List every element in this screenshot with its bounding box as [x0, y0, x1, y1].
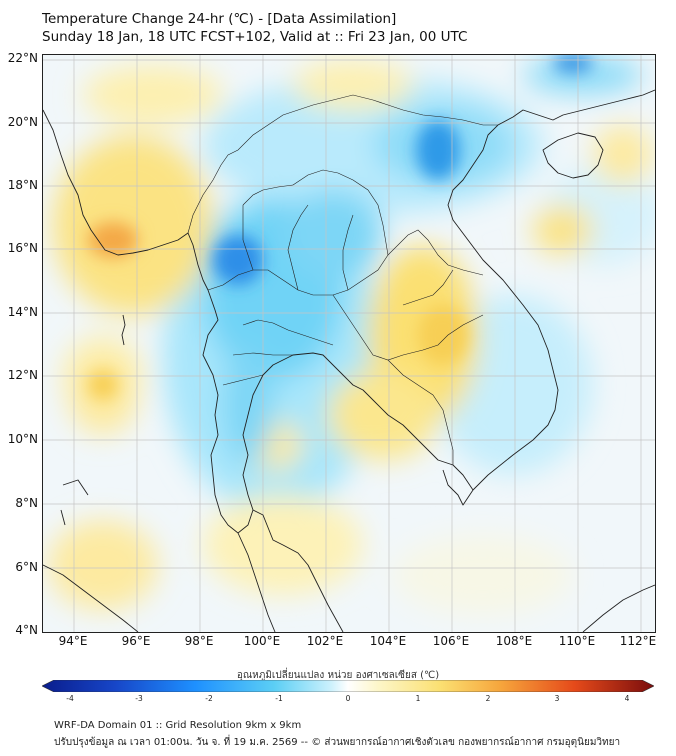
colorbar-tick: 2: [485, 694, 491, 703]
colorbar-tick: 1: [415, 694, 421, 703]
map-title: Temperature Change 24-hr (℃) - [Data Ass…: [42, 10, 467, 46]
lon-label: 94°E: [58, 634, 88, 648]
coastlines: [43, 89, 655, 632]
graticule: [43, 55, 655, 632]
lat-label: 20°N: [7, 115, 38, 129]
lat-label: 10°N: [7, 432, 38, 446]
colorbar-tick: -4: [66, 694, 74, 703]
footer-credit: ปรับปรุงข้อมูล ณ เวลา 01:00น. วัน จ. ที่…: [54, 737, 621, 748]
colorbar-tick: -2: [205, 694, 213, 703]
lat-label: 14°N: [7, 305, 38, 319]
lat-label: 8°N: [15, 496, 38, 510]
lon-label: 98°E: [184, 634, 214, 648]
title-line-2: Sunday 18 Jan, 18 UTC FCST+102, Valid at…: [42, 29, 468, 45]
title-line-1: Temperature Change 24-hr (℃) - [Data Ass…: [42, 11, 397, 27]
lat-label: 18°N: [7, 178, 38, 192]
lon-label: 100°E: [243, 634, 281, 648]
colorbar-tick: 0: [345, 694, 351, 703]
lat-label: 22°N: [7, 51, 38, 65]
lon-label: 108°E: [495, 634, 533, 648]
borders: [187, 94, 498, 465]
colorbar-title: อุณหภูมิเปลี่ยนแปลง หน่วย องศาเซลเซียส (…: [236, 670, 440, 681]
lon-label: 112°E: [619, 634, 657, 648]
temperature-map[interactable]: [42, 54, 656, 633]
lon-label: 96°E: [121, 634, 151, 648]
map-canvas: [43, 55, 655, 632]
colorbar-tick: -3: [135, 694, 143, 703]
colorbar-tick: 3: [554, 694, 560, 703]
colorbar-tick: 4: [624, 694, 630, 703]
lon-label: 104°E: [369, 634, 407, 648]
colorbar: [42, 680, 654, 692]
lat-label: 12°N: [7, 368, 38, 382]
colorbar-tick: -1: [275, 694, 283, 703]
lat-label: 4°N: [15, 623, 38, 637]
lat-label: 6°N: [15, 560, 38, 574]
lon-label: 106°E: [432, 634, 470, 648]
lon-label: 110°E: [558, 634, 596, 648]
footer-model-info: WRF-DA Domain 01 :: Grid Resolution 9km …: [54, 720, 302, 731]
lon-label: 102°E: [306, 634, 344, 648]
lat-label: 16°N: [7, 241, 38, 255]
